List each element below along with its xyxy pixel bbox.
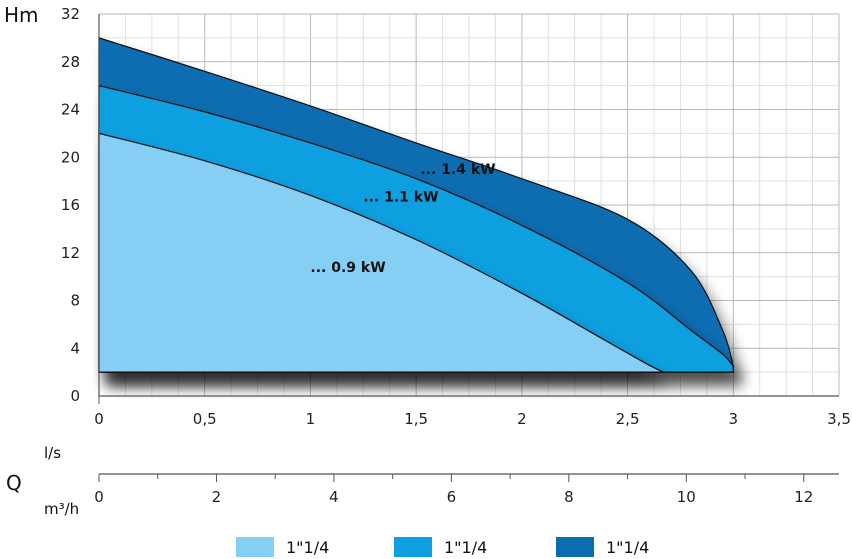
- x2-axis-label: m³/h: [44, 500, 79, 518]
- x-tick-label: 1,5: [404, 410, 428, 428]
- legend-label-3: 1"1/4: [606, 538, 649, 557]
- y-tick-label: 24: [61, 101, 80, 119]
- legend-swatch-1: [236, 537, 274, 557]
- chart-legend: 1"1/4 1"1/4 1"1/4: [236, 537, 649, 557]
- secondary-x-axis: 0 2 4 6 8 10 12: [94, 396, 839, 506]
- x-tick-label: 1: [306, 410, 316, 428]
- x-axis-label: l/s: [44, 444, 61, 462]
- x2-tick-label: 10: [677, 488, 696, 506]
- x-tick-label: 0,5: [193, 410, 217, 428]
- y-tick-label: 20: [61, 148, 80, 166]
- x-tick-label: 2,5: [616, 410, 640, 428]
- y-tick-label: 28: [61, 53, 80, 71]
- x2-tick-label: 8: [564, 488, 574, 506]
- legend-label-2: 1"1/4: [444, 538, 487, 557]
- y-tick-label: 32: [61, 5, 80, 23]
- x-tick-label: 3,5: [827, 410, 851, 428]
- chart-axes: [98, 14, 839, 397]
- x-tick-label: 0: [94, 410, 104, 428]
- x-tick-label: 3: [729, 410, 739, 428]
- y-tick-label: 8: [70, 292, 80, 310]
- x-tick-label: 2: [517, 410, 527, 428]
- y-tick-label: 12: [61, 244, 80, 262]
- curve-area-1: [98, 132, 664, 373]
- x2-tick-label: 12: [794, 488, 813, 506]
- power-label-1: ... 0.9 kW: [310, 260, 385, 276]
- curve-areas: [98, 37, 734, 373]
- y-tick-label: 16: [61, 196, 80, 214]
- y-tick-label: 0: [70, 387, 80, 405]
- legend-label-1: 1"1/4: [286, 538, 329, 557]
- x2-tick-label: 2: [212, 488, 222, 506]
- flow-quantity-label: Q: [6, 471, 22, 495]
- power-label-2: ... 1.1 kW: [363, 189, 438, 205]
- power-annotations: ... 0.9 kW ... 1.1 kW ... 1.4 kW: [310, 162, 495, 276]
- power-label-3: ... 1.4 kW: [420, 162, 495, 178]
- legend-swatch-2: [394, 537, 432, 557]
- legend-swatch-3: [556, 537, 594, 557]
- x2-tick-label: 0: [94, 488, 104, 506]
- y-tick-label: 4: [70, 339, 80, 357]
- x2-tick-label: 4: [329, 488, 339, 506]
- y-axis-label: Hm: [4, 3, 39, 27]
- x2-tick-label: 6: [447, 488, 457, 506]
- y-tick-labels: 0 4 8 12 16 20 24 28 32: [61, 5, 80, 405]
- x-tick-labels: 0 0,5 1 1,5 2 2,5 3 3,5: [94, 410, 851, 428]
